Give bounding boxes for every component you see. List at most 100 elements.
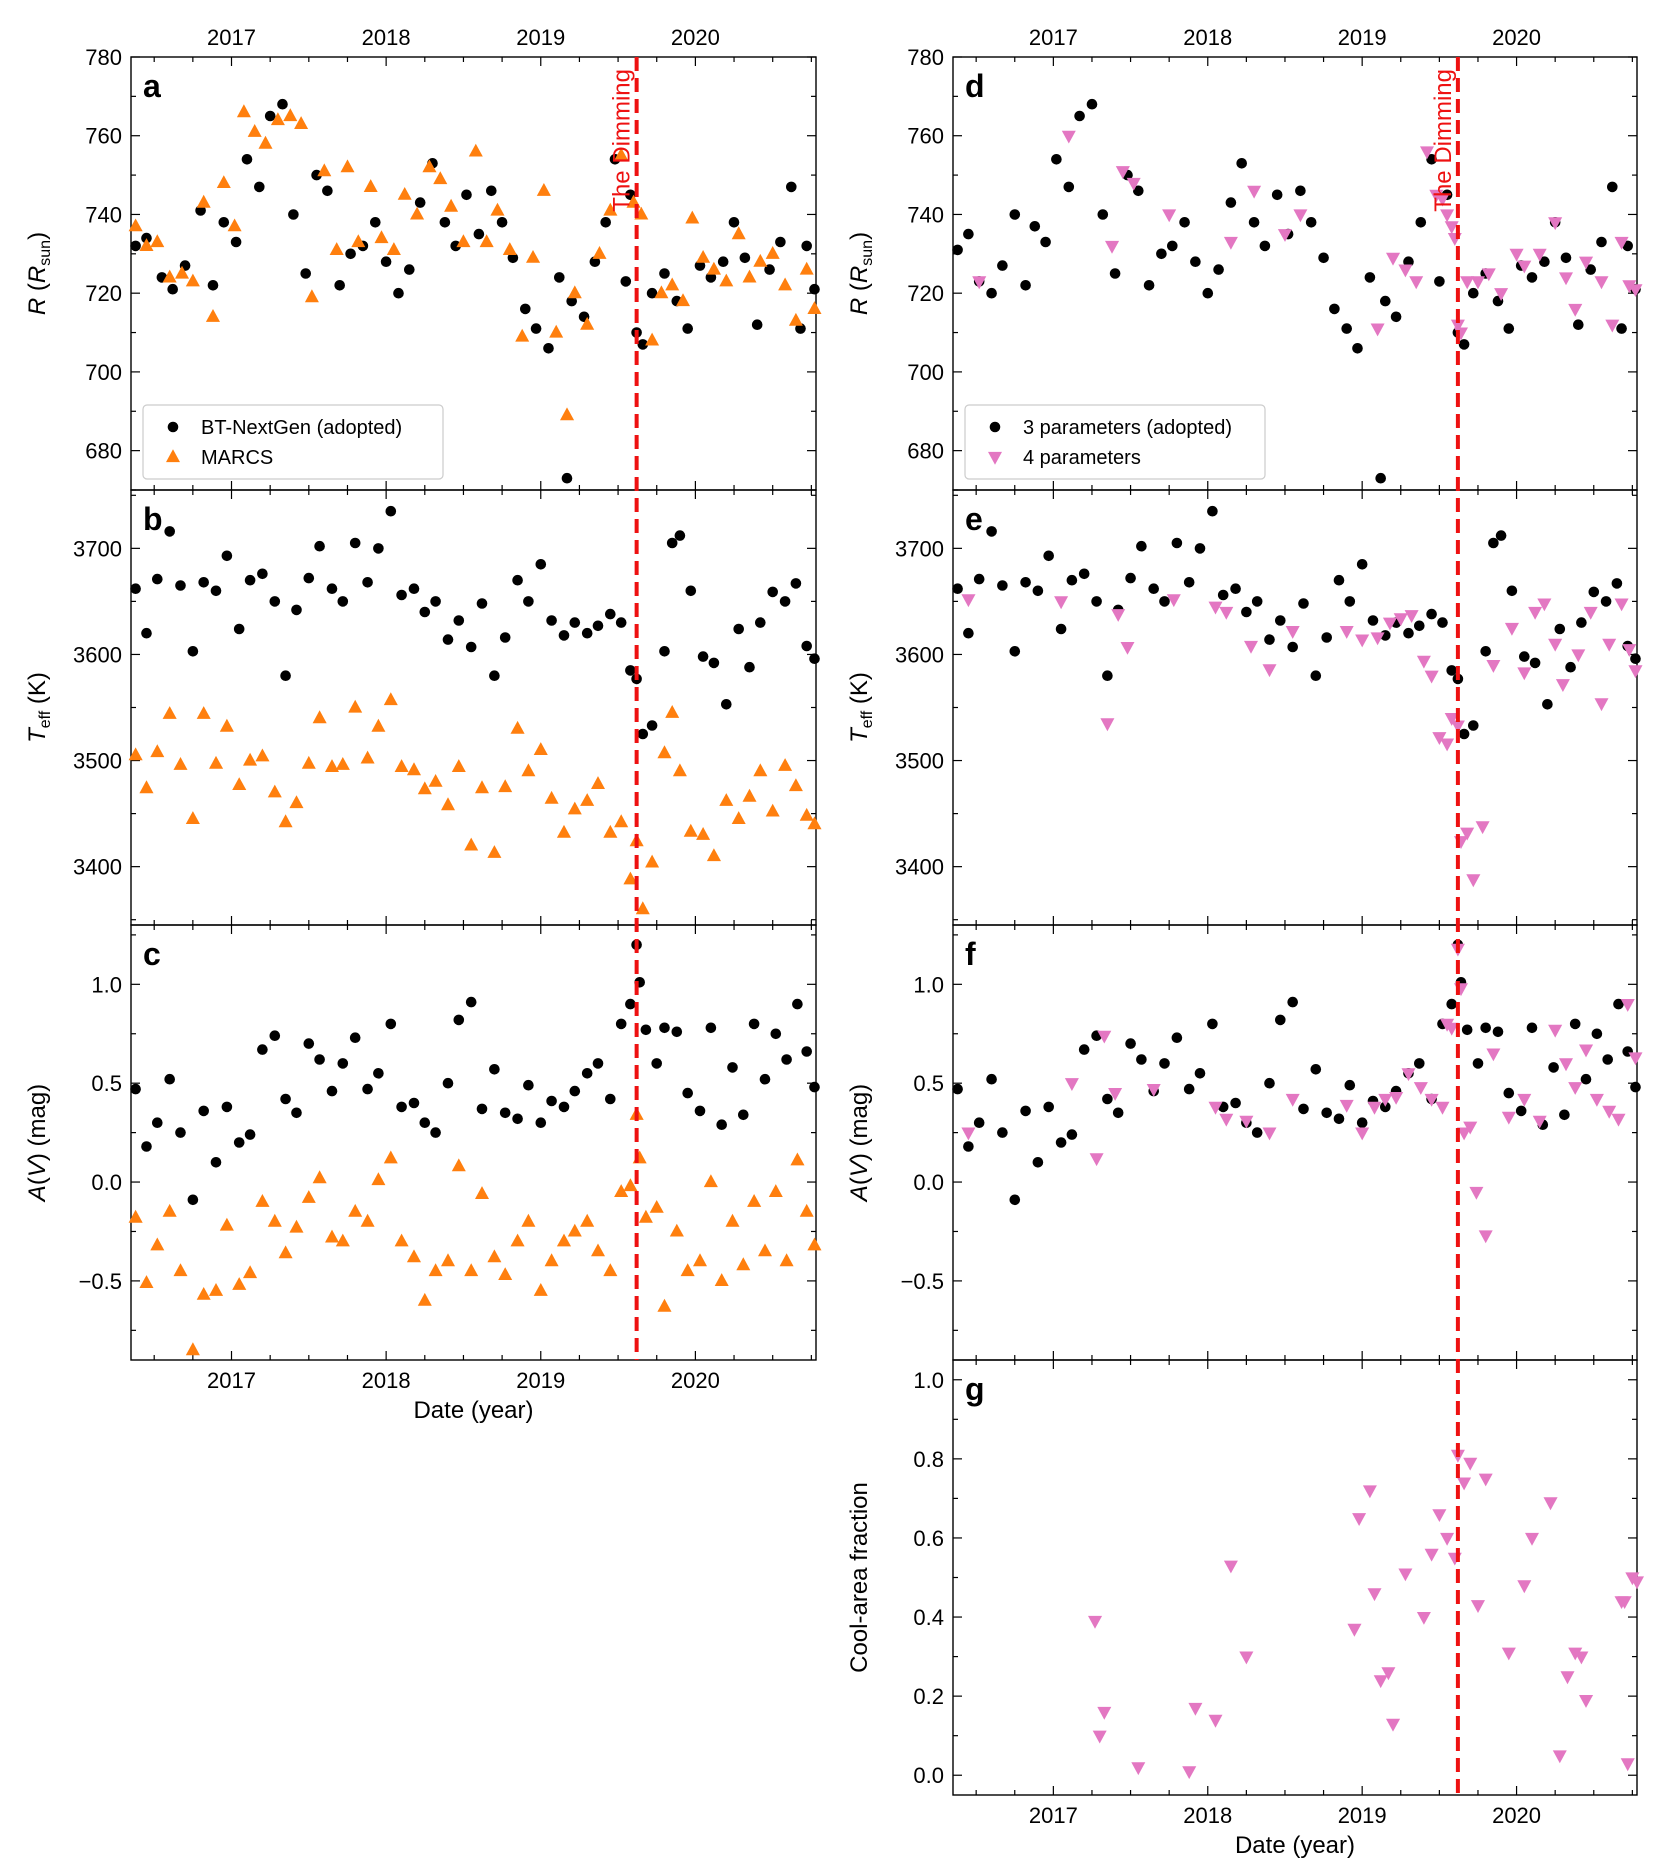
data-point [1444,713,1459,726]
series-c-1 [128,1107,822,1356]
data-point [218,217,230,228]
data-point [1552,1750,1567,1764]
data-point [139,1275,154,1288]
data-point [1146,1084,1161,1097]
data-point [567,801,582,815]
data-point [322,185,333,197]
data-point [244,1129,256,1140]
data-point [1097,1706,1112,1720]
data-point [1628,665,1643,679]
data-point [786,181,797,193]
legends: BT-NextGen (adopted) MARCS 3 parameters (a… [142,404,1266,480]
data-point [360,1213,375,1227]
top-year-label: 2019 [516,25,565,50]
data-point [1386,1718,1401,1732]
data-point [1355,1127,1370,1141]
data-point [280,670,291,681]
data-point [1182,1766,1197,1780]
data-point [566,295,577,307]
data-point [1066,1129,1078,1140]
data-point [207,280,219,291]
data-point [406,762,421,776]
data-point [258,135,273,149]
data-point [370,217,381,228]
data-point [1532,1115,1547,1129]
data-point [1143,280,1155,291]
data-point [768,1184,783,1197]
legend-label: 3 parameters (adopted) [1023,417,1232,439]
data-point [291,604,302,616]
data-point [1105,240,1120,254]
data-point [498,1267,513,1280]
data-point [680,1263,695,1277]
data-point [1568,303,1583,317]
data-point [544,1253,559,1267]
data-point [473,228,485,240]
data-point [997,1127,1008,1138]
data-point [1583,606,1598,620]
data-point [1367,1101,1382,1115]
data-point [1398,1568,1413,1582]
data-point [141,1141,152,1152]
data-point [685,210,700,224]
data-point [1611,1113,1626,1127]
data-point [291,1107,302,1119]
data-point [288,209,299,220]
panel-letter-b: b [143,501,163,537]
data-point [1159,1058,1170,1069]
data-point [1370,323,1385,337]
data-point [1166,594,1181,608]
data-point [442,1077,454,1089]
data-point [152,1117,163,1128]
data-point [1133,185,1144,197]
data-point [253,181,265,193]
data-point [1208,601,1223,615]
data-point [1560,1671,1575,1685]
data-point [753,253,768,267]
data-point [1389,1092,1404,1105]
data-point [558,630,570,641]
data-point [1630,1576,1644,1590]
data-point [227,218,242,232]
data-point [764,264,775,275]
legend-marker [988,451,1002,465]
data-point [1344,596,1356,607]
data-point [1051,154,1062,165]
data-point [280,1093,291,1105]
data-point [546,1095,557,1107]
legend-marker [989,421,1001,433]
data-point [801,1046,812,1057]
data-point [1526,272,1538,283]
y-tick-label: 700 [907,360,944,385]
data-point [1526,1022,1538,1034]
data-point [1043,1101,1054,1113]
y-tick-label: 0.0 [91,1170,122,1195]
y-tick-label: 720 [907,281,944,306]
data-point [232,1277,247,1290]
data-point [1262,1127,1277,1141]
data-point [623,871,638,885]
data-point [637,728,649,740]
y-tick-label: 0.8 [913,1447,944,1472]
data-point [1248,217,1260,228]
data-point [1102,1093,1113,1105]
data-point [486,185,497,197]
bottom-year-label: 2020 [671,1368,720,1393]
bottom-year-label: 2017 [207,1368,256,1393]
data-point [721,699,732,710]
data-point [289,795,304,809]
data-point [727,1062,738,1073]
data-point [807,816,822,830]
data-point [657,745,672,759]
data-point [1600,596,1612,607]
y-tick-label: 3500 [73,749,122,774]
data-point [150,744,165,758]
data-point [799,261,814,275]
data-point [1029,221,1041,232]
data-point [1219,1113,1234,1127]
panel-a: 680 700 720 740 760 780 a R (Rsun) [24,45,822,491]
data-point [255,748,270,762]
data-point [461,189,472,201]
data-point [1620,1758,1635,1772]
